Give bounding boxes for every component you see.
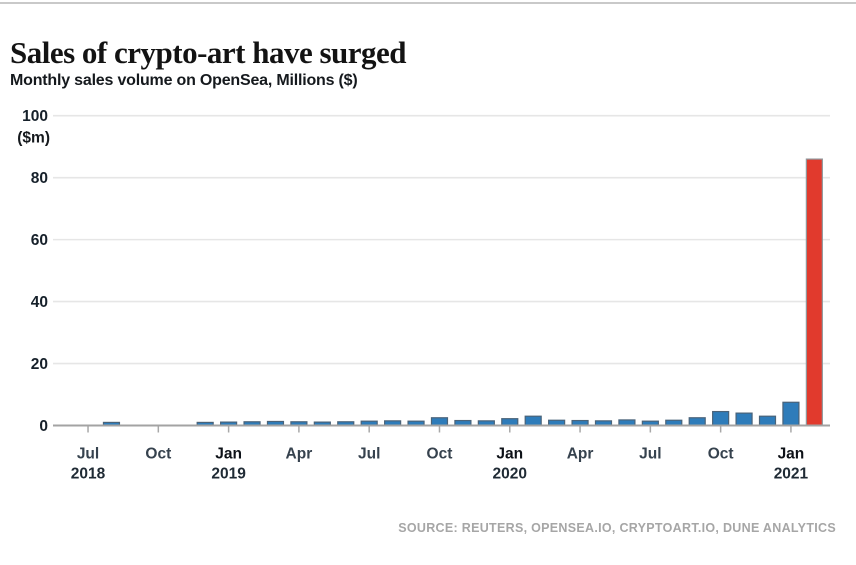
y-tick-label: 100: [22, 108, 48, 125]
source-attribution: SOURCE: REUTERS, OPENSEA.IO, CRYPTOART.I…: [398, 521, 836, 535]
y-tick-label: 60: [31, 232, 48, 249]
x-tick-label: Jul: [358, 446, 380, 463]
x-tick-label: Jan: [496, 446, 523, 463]
x-tick-label: Jan: [778, 446, 805, 463]
x-tick-label: Oct: [427, 446, 453, 463]
x-tick-label: Oct: [708, 446, 734, 463]
bar: [782, 401, 800, 427]
bar: [688, 417, 706, 427]
y-tick-label: 40: [31, 294, 48, 311]
y-tick-label: 20: [31, 356, 48, 373]
page-title: Sales of crypto-art have surged: [10, 34, 407, 70]
x-tick-year-label: 2019: [211, 466, 246, 483]
bar: [735, 412, 753, 427]
bar-highlight: [805, 158, 823, 427]
x-tick-label: Apr: [567, 446, 594, 463]
y-tick-label: 0: [39, 418, 48, 435]
chart-subtitle: Monthly sales volume on OpenSea, Million…: [10, 72, 358, 89]
bar: [712, 410, 730, 427]
x-tick-label: Jan: [215, 446, 242, 463]
x-tick-label: Jul: [639, 446, 661, 463]
x-tick-label: Jul: [77, 446, 99, 463]
x-tick-label: Oct: [145, 446, 171, 463]
x-tick-year-label: 2021: [774, 466, 809, 483]
y-tick-label: 80: [31, 170, 48, 187]
bar: [758, 415, 777, 427]
x-tick-label: Apr: [286, 446, 313, 463]
x-tick-year-label: 2018: [71, 466, 106, 483]
bar: [501, 418, 519, 427]
x-tick-year-label: 2020: [493, 466, 527, 483]
bar: [430, 417, 449, 427]
top-rule: [0, 2, 856, 4]
bar: [524, 415, 542, 427]
y-axis-unit-label: ($m): [17, 130, 50, 147]
